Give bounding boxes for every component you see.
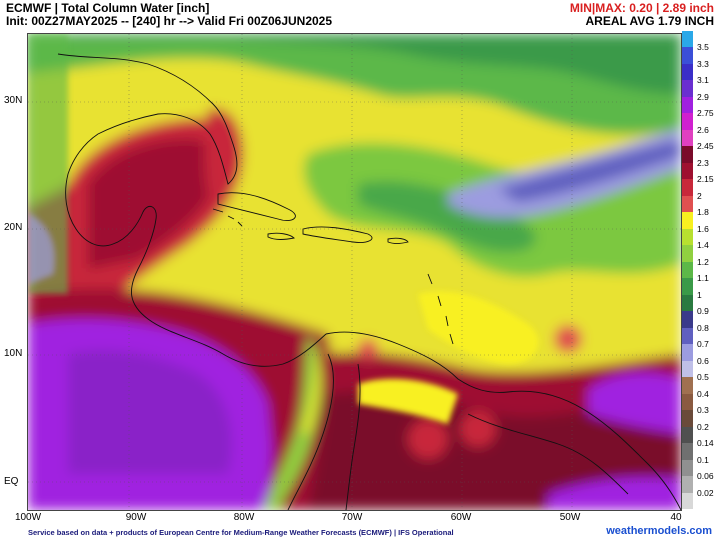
colorbar-swatch — [682, 96, 693, 114]
colorbar-swatch — [682, 63, 693, 81]
map-title: ECMWF | Total Column Water [inch] Init: … — [6, 2, 332, 28]
colorbar-tick-label: 1.8 — [697, 207, 709, 218]
colorbar-swatch — [682, 245, 693, 263]
colorbar-tick-label: 0.5 — [697, 372, 709, 383]
colorbar-tick-label: 3.5 — [697, 42, 709, 53]
lon-label-40w: 40 — [670, 512, 682, 523]
colorbar-tick-label: 0.6 — [697, 355, 709, 366]
colorbar-tick-label: 1 — [697, 289, 702, 300]
colorbar-swatch — [682, 80, 693, 98]
colorbar-tick-label: 3.3 — [697, 58, 709, 69]
colorbar-tick-label: 2.3 — [697, 157, 709, 168]
colorbar-tick-label: 1.1 — [697, 273, 709, 284]
lat-label-20n: 20N — [4, 222, 23, 233]
colorbar-swatch — [682, 113, 693, 131]
colorbar-swatch — [682, 344, 693, 362]
colorbar-swatch — [682, 31, 693, 48]
minmax-label: MIN|MAX: 0.20 | 2.89 inch — [569, 1, 714, 15]
colorbar-swatch — [682, 278, 693, 296]
colorbar-tick-label: 2.75 — [697, 108, 714, 119]
colorbar-swatch — [682, 377, 693, 395]
colorbar-swatch — [682, 261, 693, 279]
colorbar-tick-label: 2.45 — [697, 141, 714, 152]
colorbar-swatch — [682, 212, 693, 230]
lon-label-90w: 90W — [125, 512, 147, 523]
credit-text: Service based on data + products of Euro… — [28, 528, 454, 537]
colorbar-tick-label: 0.06 — [697, 471, 714, 482]
colorbar-swatch — [682, 195, 693, 213]
colorbar-swatch — [682, 228, 693, 246]
colorbar-tick-label: 2 — [697, 190, 702, 201]
colorbar-swatch — [682, 162, 693, 180]
colorbar-swatch — [682, 129, 693, 147]
colorbar-swatch — [682, 492, 693, 510]
lat-label-10n: 10N — [4, 348, 23, 359]
colorbar-swatch — [682, 443, 693, 461]
lon-label-70w: 70W — [341, 512, 363, 523]
colorbar-swatch — [682, 410, 693, 428]
colorbar-tick-label: 1.4 — [697, 240, 709, 251]
colorbar-tick-label: 0.4 — [697, 388, 709, 399]
title-line-1: ECMWF | Total Column Water [inch] — [6, 1, 210, 15]
areal-avg-label: AREAL AVG 1.79 INCH — [585, 14, 714, 28]
brand-link[interactable]: weathermodels.com — [606, 525, 712, 537]
colorbar-tick-label: 0.3 — [697, 405, 709, 416]
colorbar-swatch — [682, 294, 693, 312]
colorbar-tick-label: 3.1 — [697, 75, 709, 86]
lon-label-80w: 80W — [233, 512, 255, 523]
colorbar — [682, 31, 693, 510]
colorbar-swatch — [682, 47, 693, 65]
colorbar-tick-label: 0.14 — [697, 438, 714, 449]
pwat-map — [27, 33, 682, 511]
title-line-2: Init: 00Z27MAY2025 -- [240] hr --> Valid… — [6, 14, 333, 28]
colorbar-swatch — [682, 311, 693, 329]
lon-label-60w: 60W — [450, 512, 472, 523]
colorbar-swatch — [682, 327, 693, 345]
colorbar-tick-label: 2.15 — [697, 174, 714, 185]
lon-label-50w: 50W — [559, 512, 581, 523]
colorbar-tick-label: 0.9 — [697, 306, 709, 317]
colorbar-swatch — [682, 360, 693, 378]
colorbar-tick-label: 2.9 — [697, 91, 709, 102]
lat-label-eq: EQ — [4, 476, 19, 487]
colorbar-tick-label: 1.2 — [697, 256, 709, 267]
colorbar-tick-label: 0.8 — [697, 322, 709, 333]
colorbar-swatch — [682, 426, 693, 444]
stats-block: MIN|MAX: 0.20 | 2.89 inch AREAL AVG 1.79… — [570, 2, 714, 28]
colorbar-swatch — [682, 459, 693, 477]
colorbar-swatch — [682, 393, 693, 411]
colorbar-tick-label: 1.6 — [697, 223, 709, 234]
colorbar-tick-label: 2.6 — [697, 124, 709, 135]
colorbar-tick-label: 0.1 — [697, 454, 709, 465]
colorbar-tick-label: 0.7 — [697, 339, 709, 350]
colorbar-tick-label: 0.2 — [697, 421, 709, 432]
map-canvas — [28, 34, 681, 510]
coastlines — [57, 53, 681, 510]
colorbar-swatch — [682, 476, 693, 493]
colorbar-swatch — [682, 179, 693, 197]
colorbar-tick-label: 0.02 — [697, 487, 714, 498]
colorbar-swatch — [682, 146, 693, 164]
lon-label-100w: 100W — [14, 512, 42, 523]
lat-label-30n: 30N — [4, 95, 23, 106]
